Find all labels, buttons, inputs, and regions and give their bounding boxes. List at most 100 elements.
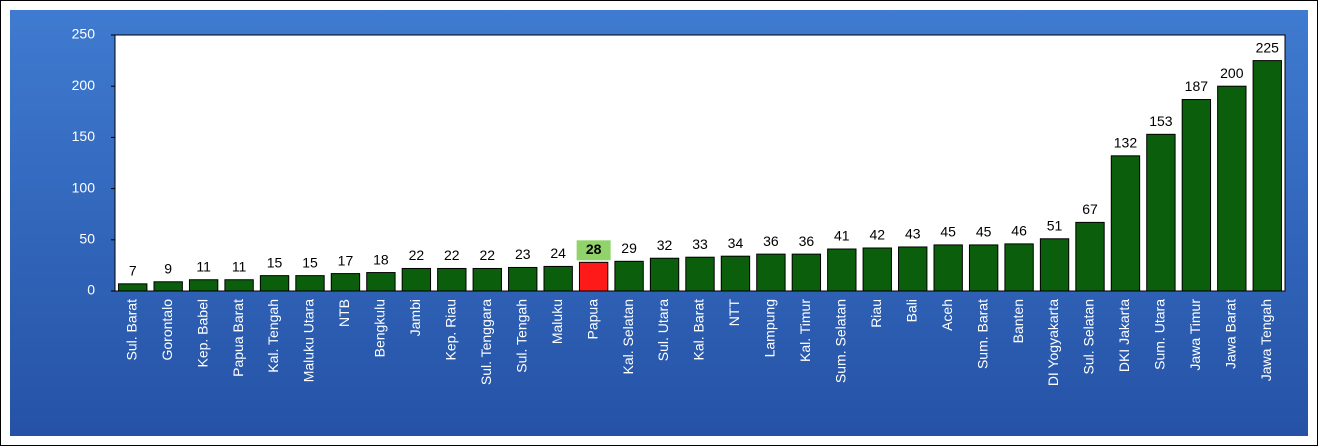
x-tick-label: Riau [868,299,884,328]
x-tick-label: Sul. Selatan [1081,299,1097,375]
bar [1004,243,1034,292]
x-tick-label: Sum. Barat [974,299,990,369]
value-label: 15 [302,254,318,270]
x-tick-label: Kal. Barat [691,299,707,361]
value-label: 23 [515,246,531,262]
x-tick-label: Papua [584,299,600,340]
x-tick-label: Sum. Selatan [833,299,849,383]
y-tick-label: 250 [72,26,96,42]
bar [508,266,538,292]
x-tick-label: Sul. Barat [123,299,139,361]
value-label: 22 [444,247,460,263]
x-tick-label: Jambi [407,299,423,336]
bar [330,273,361,292]
value-label: 36 [799,233,815,249]
x-tick-label: Jawa Barat [1223,299,1239,369]
bar [968,244,999,292]
value-label: 17 [338,252,354,268]
value-label: 45 [940,224,956,240]
x-tick-label: Kal. Tengah [265,299,281,373]
bar [862,247,892,292]
bar [366,272,396,292]
value-label: 11 [232,258,247,274]
value-label: 225 [1256,39,1280,55]
x-tick-label: Banten [1010,299,1026,343]
bar [1252,60,1282,292]
bar [1075,221,1105,292]
value-label: 24 [550,245,566,261]
bar [437,267,467,292]
bar [1217,85,1247,292]
value-label: 29 [621,240,637,256]
value-label: 132 [1114,135,1138,151]
value-label-highlight [576,240,611,261]
bar [259,275,290,292]
bar [543,265,573,292]
bar [1039,238,1070,292]
x-tick-label: DKI Jakarta [1116,299,1132,372]
x-tick-label: Sum. Utara [1152,299,1168,370]
value-label: 9 [164,260,172,276]
bar [401,267,432,292]
bar [578,261,609,292]
value-label: 67 [1082,201,1098,217]
value-label: 200 [1220,65,1244,81]
bar [1146,133,1176,292]
value-label: 18 [373,251,389,267]
value-label: 15 [267,254,283,270]
bar [1181,99,1212,292]
bar [791,253,822,292]
value-label: 28 [586,241,602,257]
y-tick-label: 0 [87,282,95,298]
x-tick-label: Jawa Timur [1187,299,1203,371]
x-tick-label: Kep. Riau [443,299,459,360]
plot-area [114,34,1286,292]
x-tick-label: Kal. Selatan [620,299,636,375]
value-label: 153 [1149,113,1173,129]
x-tick-label: Maluku Utara [301,299,317,382]
bar [827,248,857,292]
x-tick-label: NTT [726,299,742,327]
bar [118,283,148,292]
x-tick-label: Bali [903,299,919,322]
value-label: 32 [657,237,673,253]
y-tick-label: 150 [72,128,96,144]
bar [472,267,502,292]
value-label: 22 [479,247,495,263]
bar [224,279,254,292]
x-tick-label: Sul. Utara [655,299,671,361]
value-label: 43 [905,226,921,242]
value-label: 36 [763,233,779,249]
bar [933,244,963,292]
x-tick-label: Aceh [939,299,955,331]
bar [295,275,325,292]
value-label: 41 [834,228,850,244]
value-label: 34 [728,235,744,251]
value-label: 7 [129,263,137,279]
value-label: 45 [976,224,992,240]
x-tick-label: Gorontalo [159,299,175,361]
bar [614,260,644,292]
value-label: 33 [692,236,708,252]
x-tick-label: Sul. Tengah [513,299,529,373]
x-tick-label: Jawa Tengah [1258,299,1274,381]
value-label: 22 [409,247,425,263]
x-tick-label: Papua Barat [230,299,246,377]
x-tick-label: Bengkulu [372,299,388,357]
bar [649,257,680,292]
bar [756,253,786,292]
x-tick-label: Maluku [549,299,565,344]
bar [1110,155,1141,292]
value-label: 187 [1185,78,1209,94]
bar [720,255,751,292]
bar [188,279,219,292]
bar [153,281,183,292]
x-tick-label: Kal. Timur [797,299,813,362]
x-tick-label: DI Yogyakarta [1045,299,1061,386]
x-tick-label: Sul. Tenggara [478,299,494,385]
x-tick-label: Kep. Babel [194,299,210,368]
value-label: 46 [1011,223,1027,239]
value-label: 51 [1047,217,1063,233]
y-tick-label: 200 [72,77,96,93]
